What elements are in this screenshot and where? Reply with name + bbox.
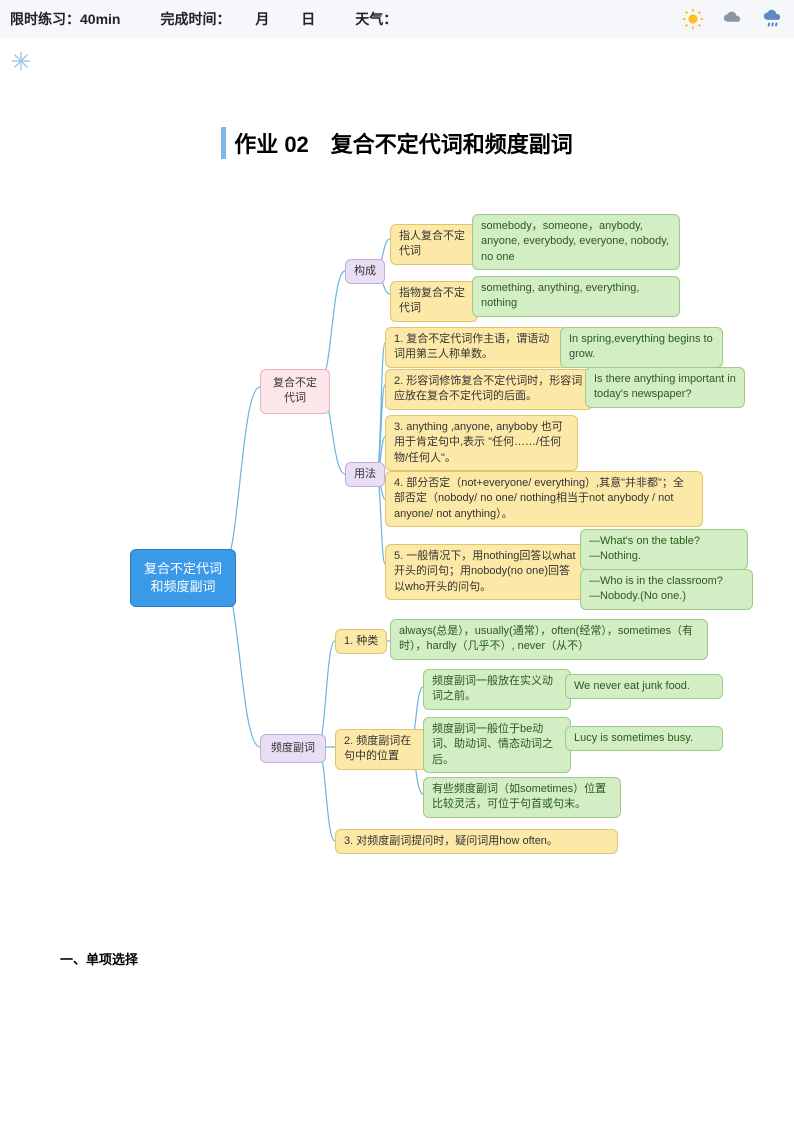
page-title-wrap: 作业 02 复合不定代词和频度副词 [60, 127, 734, 159]
node-thing-ex: something, anything, everything, nothing [472, 276, 680, 317]
node-usage1: 1. 复合不定代词作主语，谓语动词用第三人称单数。 [385, 327, 568, 368]
node-usage1-ex: In spring,everything begins to grow. [560, 327, 723, 368]
node-structure: 构成 [345, 259, 385, 284]
node-f2b: 频度副词一般位于be动词、助动词、情态动词之后。 [423, 717, 571, 773]
node-usage-label: 用法 [345, 462, 385, 487]
snowflake-icon [10, 50, 32, 72]
node-usage5: 5. 一般情况下，用nothing回答以what 开头的问句；用nobody(n… [385, 544, 588, 600]
node-root: 复合不定代词和频度副词 [130, 549, 236, 607]
node-f2: 2. 频度副词在句中的位置 [335, 729, 428, 770]
header-bar: 限时练习：40min 完成时间： 月 日 天气： [0, 0, 794, 38]
practice-time-label: 限时练习：40min [10, 9, 120, 29]
node-f2c: 有些频度副词（如sometimes）位置比较灵活，可位于句首或句末。 [423, 777, 621, 818]
node-usage4: 4. 部分否定（not+everyone/ everything）,其意"并非都… [385, 471, 703, 527]
weather-label: 天气： [355, 9, 397, 29]
sun-icon [682, 8, 704, 30]
node-usage5b: —Who is in the classroom? —Nobody.(No on… [580, 569, 753, 610]
node-usage3: 3. anything ,anyone, anyboby 也可用于肯定句中,表示… [385, 415, 578, 471]
node-compound: 复合不定代词 [260, 369, 330, 414]
node-f2b-ex: Lucy is sometimes busy. [565, 726, 723, 751]
node-usage2-ex: Is there anything important in today's n… [585, 367, 745, 408]
node-f3: 3. 对频度副词提问时，疑问词用how often。 [335, 829, 618, 854]
node-usage5a: —What's on the table? —Nothing. [580, 529, 748, 570]
page-title: 作业 02 复合不定代词和频度副词 [221, 127, 573, 159]
node-f1: 1. 种类 [335, 629, 387, 654]
node-person-ex: somebody，someone，anybody, anyone, everyb… [472, 214, 680, 270]
node-frequency: 频度副词 [260, 734, 326, 763]
completion-time-label: 完成时间： 月 日 [160, 9, 315, 29]
section-heading: 一、单项选择 [60, 949, 734, 968]
node-f1-ex: always(总是），usually(通常），often(经常），sometim… [390, 619, 708, 660]
node-thing-pronoun: 指物复合不定代词 [390, 281, 478, 322]
node-f2a-ex: We never eat junk food. [565, 674, 723, 699]
node-person-pronoun: 指人复合不定代词 [390, 224, 478, 265]
mindmap: 复合不定代词和频度副词 复合不定代词 构成 指人复合不定代词 somebody，… [110, 209, 734, 919]
node-f2a: 频度副词一般放在实义动词之前。 [423, 669, 571, 710]
cloud-icon [722, 8, 744, 30]
rain-icon [762, 8, 784, 30]
node-usage2: 2. 形容词修饰复合不定代词时，形容词应放在复合不定代词的后面。 [385, 369, 593, 410]
